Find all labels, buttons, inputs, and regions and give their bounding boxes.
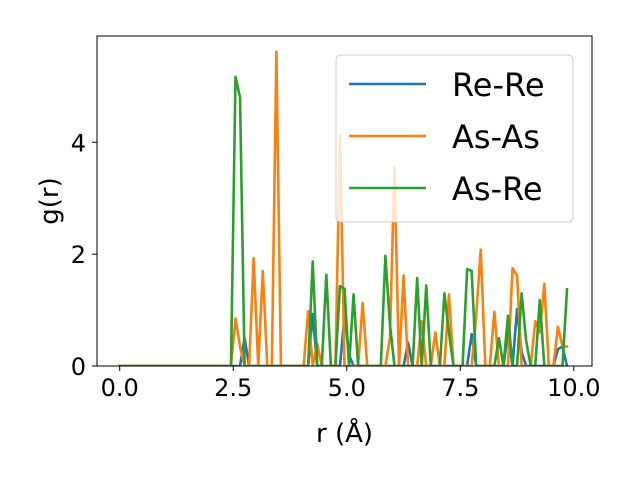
x-tick-label: 0.0: [101, 374, 139, 402]
legend-box: [335, 54, 574, 223]
legend-label-re-re: Re-Re: [452, 66, 545, 104]
y-axis-ticks: 0 2 4: [71, 129, 97, 381]
series-line-as-as: [118, 50, 569, 366]
series-layer: [118, 50, 569, 366]
series-line-as-re: [118, 75, 569, 366]
legend-items: Re-Re As-As As-Re: [349, 66, 545, 208]
y-axis-label: g(r): [35, 177, 65, 224]
x-tick-label: 7.5: [441, 374, 479, 402]
y-tick-label: 4: [71, 129, 86, 157]
y-tick-label: 2: [71, 241, 86, 269]
x-tick-label: 10.0: [547, 374, 600, 402]
x-tick-label: 2.5: [214, 374, 252, 402]
legend-label-as-as: As-As: [452, 118, 540, 156]
x-axis-label: r (Å): [316, 417, 373, 449]
x-tick-label: 5.0: [328, 374, 366, 402]
plot-frame: [96, 35, 593, 367]
legend-label-as-re: As-Re: [452, 170, 543, 208]
legend: Re-Re As-As As-Re: [335, 54, 574, 223]
y-tick-label: 0: [71, 353, 86, 381]
x-axis-ticks: 0.0 2.5 5.0 7.5 10.0: [101, 366, 601, 402]
